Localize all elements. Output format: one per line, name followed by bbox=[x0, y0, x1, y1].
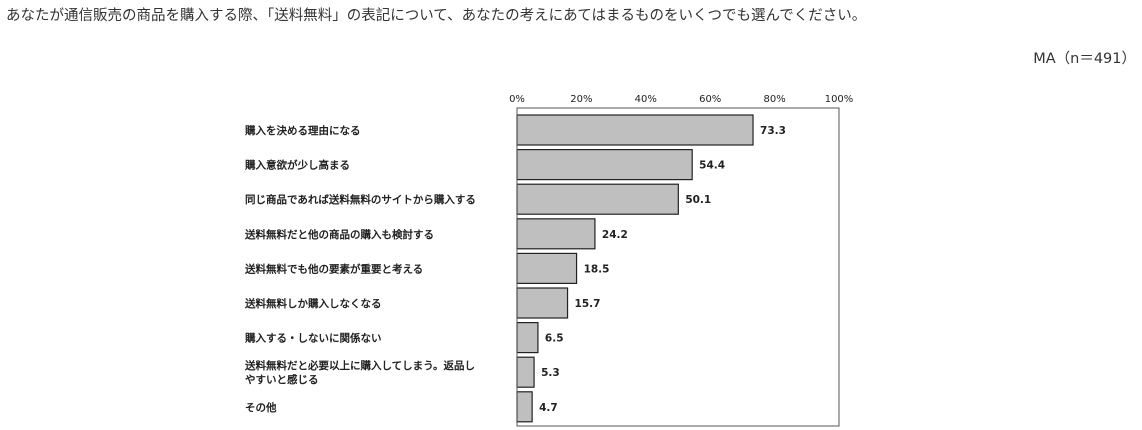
bars bbox=[516, 114, 754, 423]
bar bbox=[516, 114, 754, 146]
bar bbox=[516, 356, 535, 388]
value-label: 50.1 bbox=[685, 194, 711, 206]
category-label: やすいと感じる bbox=[245, 373, 319, 386]
value-label: 18.5 bbox=[584, 263, 610, 275]
category-label: 購入を決める理由になる bbox=[244, 124, 361, 137]
category-label: 送料無料だと必要以上に購入してしまう。返品し bbox=[244, 359, 475, 372]
category-label: 購入意欲が少し高まる bbox=[244, 159, 350, 172]
value-label: 5.3 bbox=[541, 367, 560, 379]
question-text: あなたが通信販売の商品を購入する際、「送料無料」の表記について、あなたの考えにあ… bbox=[6, 8, 867, 24]
value-label: 4.7 bbox=[539, 402, 558, 414]
bar bbox=[516, 183, 679, 215]
sample-size-note: MA（n＝491） bbox=[1033, 51, 1136, 67]
category-label: 送料無料でも他の要素が重要と考える bbox=[244, 262, 423, 275]
category-label: 同じ商品であれば送料無料のサイトから購入する bbox=[245, 193, 476, 206]
bar bbox=[516, 149, 693, 181]
bar bbox=[516, 391, 533, 423]
category-label: 購入する・しないに関係ない bbox=[244, 332, 382, 345]
value-label: 73.3 bbox=[760, 125, 786, 137]
x-axis-ticks: 0% 20% 40% 60% 80% 100% bbox=[509, 94, 853, 105]
x-tick-label: 80% bbox=[763, 94, 785, 105]
value-label: 54.4 bbox=[699, 160, 725, 172]
category-label: 送料無料しか購入しなくなる bbox=[244, 297, 382, 310]
bar bbox=[516, 322, 539, 354]
value-labels: 73.3 54.4 50.1 24.2 18.5 15.7 6.5 5.3 4.7 bbox=[539, 125, 786, 414]
value-label: 15.7 bbox=[575, 298, 601, 310]
category-label: 送料無料だと他の商品の購入も検討する bbox=[244, 228, 434, 241]
bar bbox=[516, 218, 596, 250]
x-tick-label: 0% bbox=[509, 94, 525, 105]
bar bbox=[516, 287, 569, 319]
value-label: 6.5 bbox=[545, 333, 564, 345]
x-tick-label: 60% bbox=[699, 94, 721, 105]
x-tick-label: 40% bbox=[635, 94, 657, 105]
category-labels: 購入を決める理由になる購入意欲が少し高まる同じ商品であれば送料無料のサイトから購… bbox=[244, 124, 476, 414]
bar bbox=[516, 252, 578, 284]
value-label: 24.2 bbox=[602, 229, 628, 241]
category-label: その他 bbox=[245, 401, 277, 414]
x-tick-label: 20% bbox=[570, 94, 592, 105]
plot-area-frame bbox=[516, 107, 840, 427]
x-tick-label: 100% bbox=[825, 94, 854, 105]
